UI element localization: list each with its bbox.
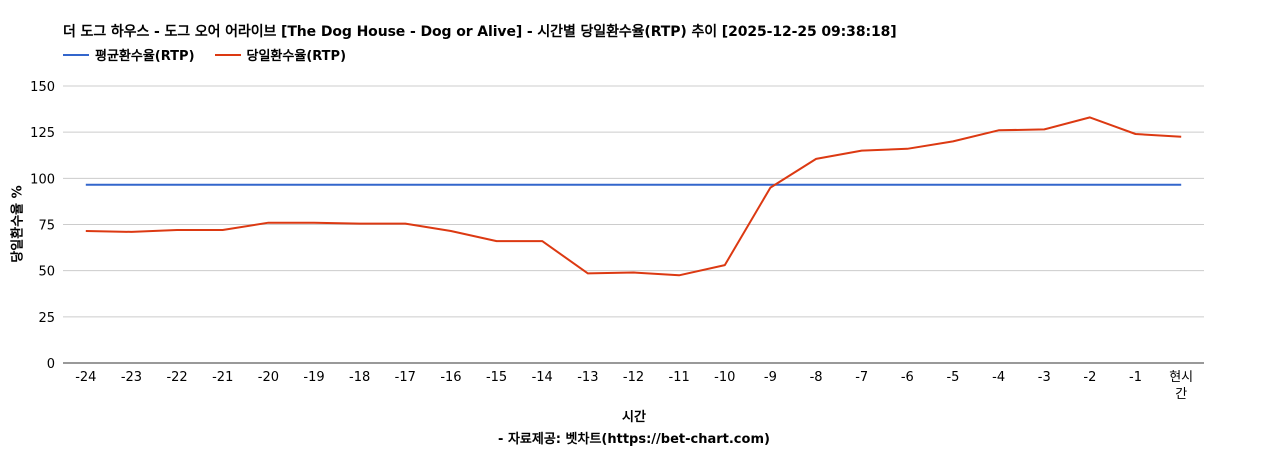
x-tick-label: 현시 간 (1169, 370, 1193, 402)
x-tick-label: -12 (623, 370, 644, 385)
y-tick-label: 75 (38, 219, 55, 234)
data-point-average-rtp[interactable] (128, 182, 134, 188)
data-point-average-rtp[interactable] (357, 182, 363, 188)
data-point-average-rtp[interactable] (950, 182, 956, 188)
series-layer (83, 114, 1184, 278)
x-tick-label: -19 (303, 370, 324, 385)
data-point-average-rtp[interactable] (265, 182, 271, 188)
chart-title: 더 도그 하우스 - 도그 오어 어라이브 [The Dog House - D… (63, 24, 897, 40)
data-point-daily-rtp[interactable] (494, 238, 500, 244)
x-tick-label: -2 (1083, 370, 1096, 385)
legend: 평균환수율(RTP) 당일환수율(RTP) (63, 45, 366, 64)
x-tick-label: -3 (1038, 370, 1051, 385)
y-tick-label: 100 (30, 172, 55, 187)
x-axis-label: 시간 (622, 410, 646, 425)
data-point-daily-rtp[interactable] (996, 127, 1002, 133)
x-tick-label: -10 (714, 370, 735, 385)
y-tick-label: 150 (30, 80, 55, 95)
legend-swatch-average-rtp (63, 53, 89, 56)
x-tick-label: -20 (258, 370, 279, 385)
legend-label-average-rtp: 평균환수율(RTP) (95, 49, 195, 64)
y-axis-label: 당일환수율 % (10, 185, 26, 263)
data-point-average-rtp[interactable] (174, 182, 180, 188)
legend-swatch-daily-rtp (214, 53, 241, 56)
data-point-daily-rtp[interactable] (859, 148, 865, 154)
legend-item-daily-rtp[interactable]: 당일환수율(RTP) (214, 45, 347, 64)
y-tick-label: 25 (38, 311, 55, 326)
data-point-average-rtp[interactable] (1041, 182, 1047, 188)
x-tick-label: -22 (166, 370, 187, 385)
data-point-daily-rtp[interactable] (539, 238, 545, 244)
x-tick-label: -23 (121, 370, 142, 385)
data-point-average-rtp[interactable] (539, 182, 545, 188)
data-point-average-rtp[interactable] (813, 182, 819, 188)
data-point-average-rtp[interactable] (1133, 182, 1139, 188)
data-point-daily-rtp[interactable] (631, 270, 637, 276)
data-point-daily-rtp[interactable] (676, 272, 682, 278)
data-point-daily-rtp[interactable] (1041, 126, 1047, 132)
data-point-daily-rtp[interactable] (448, 228, 454, 234)
x-tick-label: -13 (577, 370, 598, 385)
data-point-daily-rtp[interactable] (1133, 131, 1139, 137)
x-tick-label: -8 (810, 370, 823, 385)
data-point-daily-rtp[interactable] (585, 270, 591, 276)
data-point-daily-rtp[interactable] (1178, 134, 1184, 140)
y-tick-label: 50 (38, 265, 55, 280)
y-tick-labels: 0 25 50 75 100 125 150 (30, 80, 55, 372)
data-point-average-rtp[interactable] (631, 182, 637, 188)
data-point-daily-rtp[interactable] (357, 221, 363, 227)
x-tick-label: -7 (855, 370, 868, 385)
data-point-average-rtp[interactable] (585, 182, 591, 188)
data-point-average-rtp[interactable] (1087, 182, 1093, 188)
x-tick-label: -1 (1129, 370, 1142, 385)
x-tick-label: -9 (764, 370, 777, 385)
x-tick-label: -4 (992, 370, 1005, 385)
data-point-average-rtp[interactable] (402, 182, 408, 188)
x-tick-label: -17 (395, 370, 416, 385)
y-tick-label: 0 (47, 357, 55, 372)
x-tick-label: -14 (532, 370, 553, 385)
data-point-average-rtp[interactable] (676, 182, 682, 188)
x-tick-labels: -24 -23 -22 -21 -20 -19 -18 -17 -16 -15 -14 -13 -12 -… (75, 370, 1193, 402)
data-point-daily-rtp[interactable] (83, 228, 89, 234)
x-tick-label: -11 (669, 370, 690, 385)
data-point-average-rtp[interactable] (448, 182, 454, 188)
x-tick-label: -24 (75, 370, 96, 385)
data-point-daily-rtp[interactable] (128, 229, 134, 235)
data-point-daily-rtp[interactable] (174, 227, 180, 233)
x-tick-label: -16 (440, 370, 461, 385)
x-tick-label: -18 (349, 370, 370, 385)
series-line-daily-rtp[interactable] (85, 116, 1182, 277)
data-point-average-rtp[interactable] (311, 182, 317, 188)
data-point-daily-rtp[interactable] (311, 220, 317, 226)
data-point-daily-rtp[interactable] (767, 185, 773, 191)
data-point-average-rtp[interactable] (904, 182, 910, 188)
data-point-average-rtp[interactable] (1178, 182, 1184, 188)
data-point-average-rtp[interactable] (996, 182, 1002, 188)
y-tick-label: 125 (30, 126, 55, 141)
x-tick-label: -5 (946, 370, 959, 385)
data-point-daily-rtp[interactable] (402, 221, 408, 227)
data-point-average-rtp[interactable] (220, 182, 226, 188)
legend-item-average-rtp[interactable]: 평균환수율(RTP) (63, 45, 195, 64)
source-credit: - 자료제공: 벳차트(https://bet-chart.com) (498, 432, 770, 447)
data-point-average-rtp[interactable] (83, 182, 89, 188)
data-point-daily-rtp[interactable] (265, 220, 271, 226)
x-tick-label: -15 (486, 370, 507, 385)
data-point-average-rtp[interactable] (859, 182, 865, 188)
data-point-daily-rtp[interactable] (1087, 114, 1093, 120)
data-point-daily-rtp[interactable] (722, 262, 728, 268)
data-point-average-rtp[interactable] (722, 182, 728, 188)
data-point-daily-rtp[interactable] (904, 146, 910, 152)
grid-layer (63, 85, 1204, 318)
x-tick-label: -6 (901, 370, 914, 385)
x-tick-label: -21 (212, 370, 233, 385)
data-point-daily-rtp[interactable] (813, 156, 819, 162)
data-point-average-rtp[interactable] (494, 182, 500, 188)
data-point-daily-rtp[interactable] (950, 138, 956, 144)
legend-label-daily-rtp: 당일환수율(RTP) (246, 49, 347, 64)
data-point-daily-rtp[interactable] (220, 227, 226, 233)
